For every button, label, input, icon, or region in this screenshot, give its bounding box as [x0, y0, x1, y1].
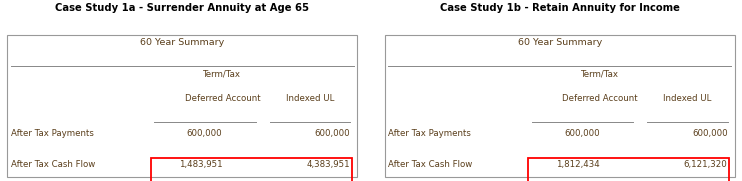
Text: Indexed UL: Indexed UL — [286, 94, 334, 103]
Bar — [7, 35, 357, 177]
Text: Case Study 1a - Surrender Annuity at Age 65: Case Study 1a - Surrender Annuity at Age… — [55, 3, 309, 13]
Text: Deferred Account: Deferred Account — [562, 94, 638, 103]
Text: 600,000: 600,000 — [187, 129, 223, 138]
Text: 600,000: 600,000 — [315, 129, 350, 138]
Bar — [151, 158, 352, 181]
Text: 600,000: 600,000 — [565, 129, 600, 138]
Text: Deferred Account: Deferred Account — [185, 94, 260, 103]
Text: 1,483,951: 1,483,951 — [179, 160, 223, 169]
Text: 60 Year Summary: 60 Year Summary — [518, 38, 602, 47]
Bar — [385, 35, 735, 177]
Text: After Tax Cash Flow: After Tax Cash Flow — [389, 160, 473, 169]
Text: Case Study 1b - Retain Annuity for Income: Case Study 1b - Retain Annuity for Incom… — [440, 3, 680, 13]
Text: After Tax Cash Flow: After Tax Cash Flow — [11, 160, 95, 169]
Text: 600,000: 600,000 — [692, 129, 728, 138]
Text: 6,121,320: 6,121,320 — [684, 160, 728, 169]
Bar — [528, 158, 729, 181]
Text: Term/Tax: Term/Tax — [203, 69, 241, 78]
Text: Indexed UL: Indexed UL — [663, 94, 712, 103]
Text: After Tax Payments: After Tax Payments — [11, 129, 93, 138]
Text: 60 Year Summary: 60 Year Summary — [140, 38, 224, 47]
Text: 1,812,434: 1,812,434 — [556, 160, 600, 169]
Text: After Tax Payments: After Tax Payments — [389, 129, 471, 138]
Text: Term/Tax: Term/Tax — [581, 69, 619, 78]
Text: 4,383,951: 4,383,951 — [306, 160, 350, 169]
